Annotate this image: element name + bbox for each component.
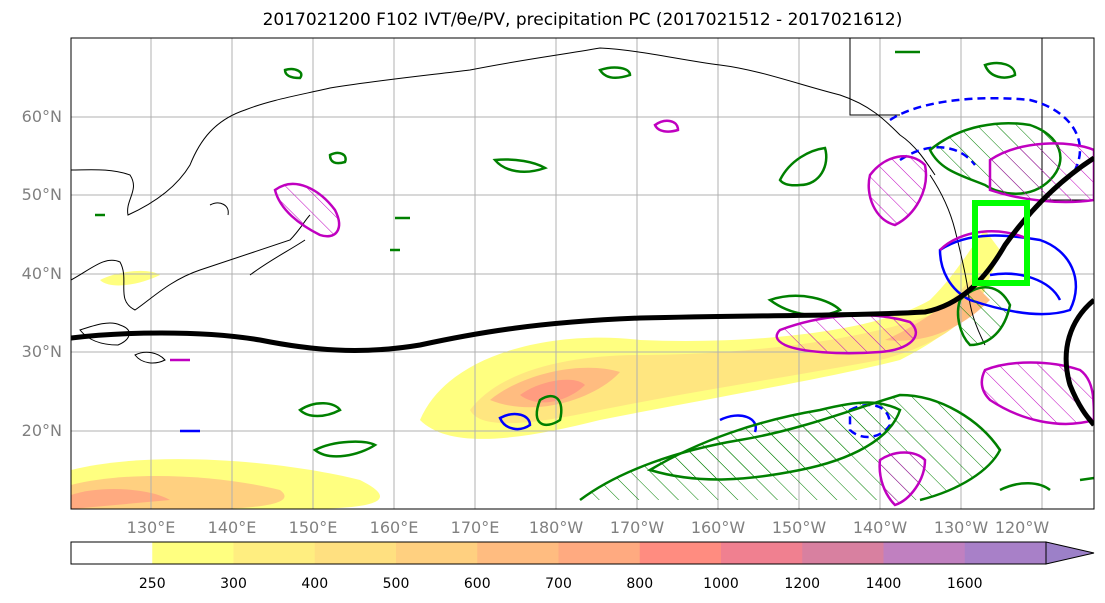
colorbar — [70, 541, 1095, 565]
colorbar-tick-label: 1200 — [784, 576, 821, 592]
lat-label-50n: 50°N — [21, 185, 62, 204]
colorbar-cell — [71, 542, 153, 564]
colorbar-tick-label: 600 — [463, 576, 491, 592]
lon-label-180w: 180°W — [528, 518, 584, 537]
colorbar-cell — [883, 542, 966, 564]
lon-label-130w: 130°W — [933, 518, 989, 537]
colorbar-tick-label: 400 — [301, 576, 329, 592]
lon-label-150w: 150°W — [771, 518, 827, 537]
lat-label-60n: 60°N — [21, 107, 62, 126]
colorbar-extend-arrow — [1045, 541, 1095, 565]
colorbar-cell — [964, 542, 1047, 564]
highlight-box — [972, 200, 1030, 286]
ivt-shading — [71, 230, 1000, 509]
colorbar-tick-label: 1000 — [703, 576, 739, 592]
colorbar-cell — [477, 542, 559, 564]
lat-label-40n: 40°N — [21, 264, 62, 283]
lat-label-20n: 20°N — [21, 421, 62, 440]
colorbar-cell — [721, 542, 803, 564]
lon-label-160w: 160°W — [690, 518, 746, 537]
pv-contours — [170, 119, 1094, 507]
lon-label-160e: 160°E — [369, 518, 419, 537]
colorbar-tick-label: 800 — [626, 576, 654, 592]
colorbar-tick-label: 500 — [382, 576, 410, 592]
ivt-line — [71, 155, 1094, 353]
colorbar-tick-label: 700 — [545, 576, 572, 592]
colorbar-tick-label: 300 — [220, 576, 247, 592]
colorbar-frame — [70, 541, 1047, 565]
map-frame — [70, 37, 1095, 510]
colorbar-cell — [233, 542, 316, 564]
colorbar-cell — [639, 542, 722, 564]
colorbar-cell — [802, 542, 884, 564]
colorbar-cell — [314, 542, 397, 564]
lon-label-120w: 120°W — [994, 518, 1050, 537]
colorbar-cell — [152, 542, 234, 564]
lon-label-150e: 150°E — [288, 518, 338, 537]
colorbar-tick-label: 250 — [138, 576, 166, 592]
lon-label-140w: 140°W — [852, 518, 908, 537]
lat-label-30n: 30°N — [21, 342, 62, 361]
colorbar-tick-label: 1400 — [865, 576, 902, 592]
colorbar-cell — [558, 542, 641, 564]
lon-label-130e: 130°E — [126, 518, 176, 537]
lon-label-140e: 140°E — [207, 518, 257, 537]
ivt-line-east — [1063, 298, 1094, 427]
map-title: 2017021200 F102 IVT/θe/PV, precipitation… — [262, 10, 903, 30]
colorbar-cell — [396, 542, 478, 564]
colorbar-tick-label: 1600 — [946, 576, 983, 592]
lon-label-170w: 170°W — [609, 518, 665, 537]
lon-label-170e: 170°E — [450, 518, 500, 537]
